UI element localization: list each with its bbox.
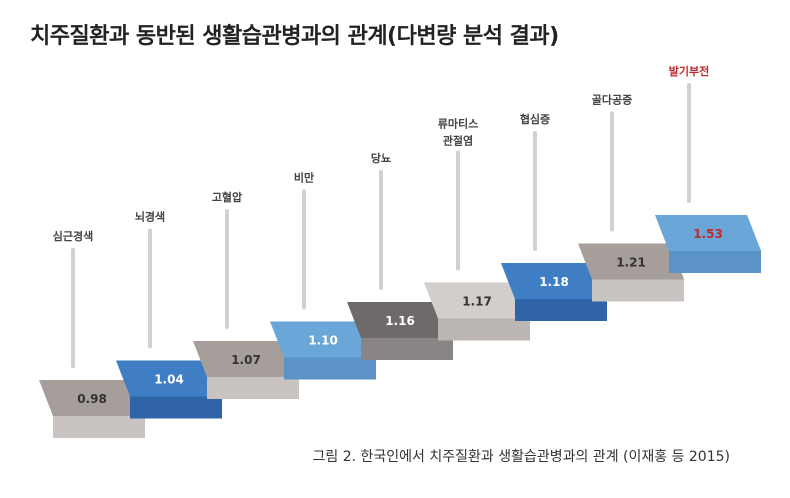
- page-title: 치주질환과 동반된 생활습관병과의 관계(다변량 분석 결과): [30, 24, 559, 49]
- figure-caption: 그림 2. 한국인에서 치주질환과 생활습관병과의 관계 (이재홍 등 2015…: [312, 449, 730, 465]
- step-block-9: [655, 215, 761, 273]
- category-label: 비만: [294, 171, 314, 185]
- category-label: 관절염: [443, 134, 473, 148]
- category-label: 협심증: [520, 112, 550, 126]
- step-top-face: [655, 215, 761, 251]
- step-front-face: [284, 357, 376, 380]
- step-front-face: [592, 279, 684, 302]
- step-front-face: [438, 318, 530, 341]
- value-label: 1.16: [385, 314, 415, 328]
- category-label: 류마티스: [438, 117, 478, 131]
- value-label: 1.18: [539, 275, 569, 289]
- category-label: 뇌경색: [135, 210, 165, 224]
- step-front-face: [207, 377, 299, 399]
- value-label: 0.98: [77, 392, 107, 406]
- step-top-face: [347, 302, 453, 338]
- step-front-face: [53, 416, 145, 438]
- value-label: 1.07: [231, 353, 261, 367]
- step-front-face: [669, 251, 761, 273]
- category-label: 당뇨: [371, 151, 391, 165]
- step-top-face: [270, 321, 376, 358]
- step-top-face: [116, 360, 222, 397]
- value-label: 1.21: [616, 256, 646, 270]
- step-front-face: [515, 299, 607, 321]
- step-block-8: [578, 243, 684, 302]
- step-top-face: [578, 243, 684, 280]
- category-label: 발기부전: [669, 64, 709, 78]
- step-block-7: [501, 263, 607, 321]
- value-label: 1.04: [154, 373, 184, 387]
- value-label: 1.10: [308, 334, 338, 348]
- category-label: 고혈압: [212, 190, 242, 204]
- step-top-face: [193, 341, 299, 377]
- step-front-face: [130, 396, 222, 419]
- step-front-face: [361, 338, 453, 360]
- step-top-face: [501, 263, 607, 299]
- category-label: 심근경색: [53, 229, 93, 243]
- category-label: 골다공증: [592, 93, 632, 107]
- step-top-face: [424, 282, 530, 319]
- value-label: 1.17: [462, 295, 492, 309]
- step-top-face: [39, 380, 145, 416]
- value-label: 1.53: [693, 227, 723, 241]
